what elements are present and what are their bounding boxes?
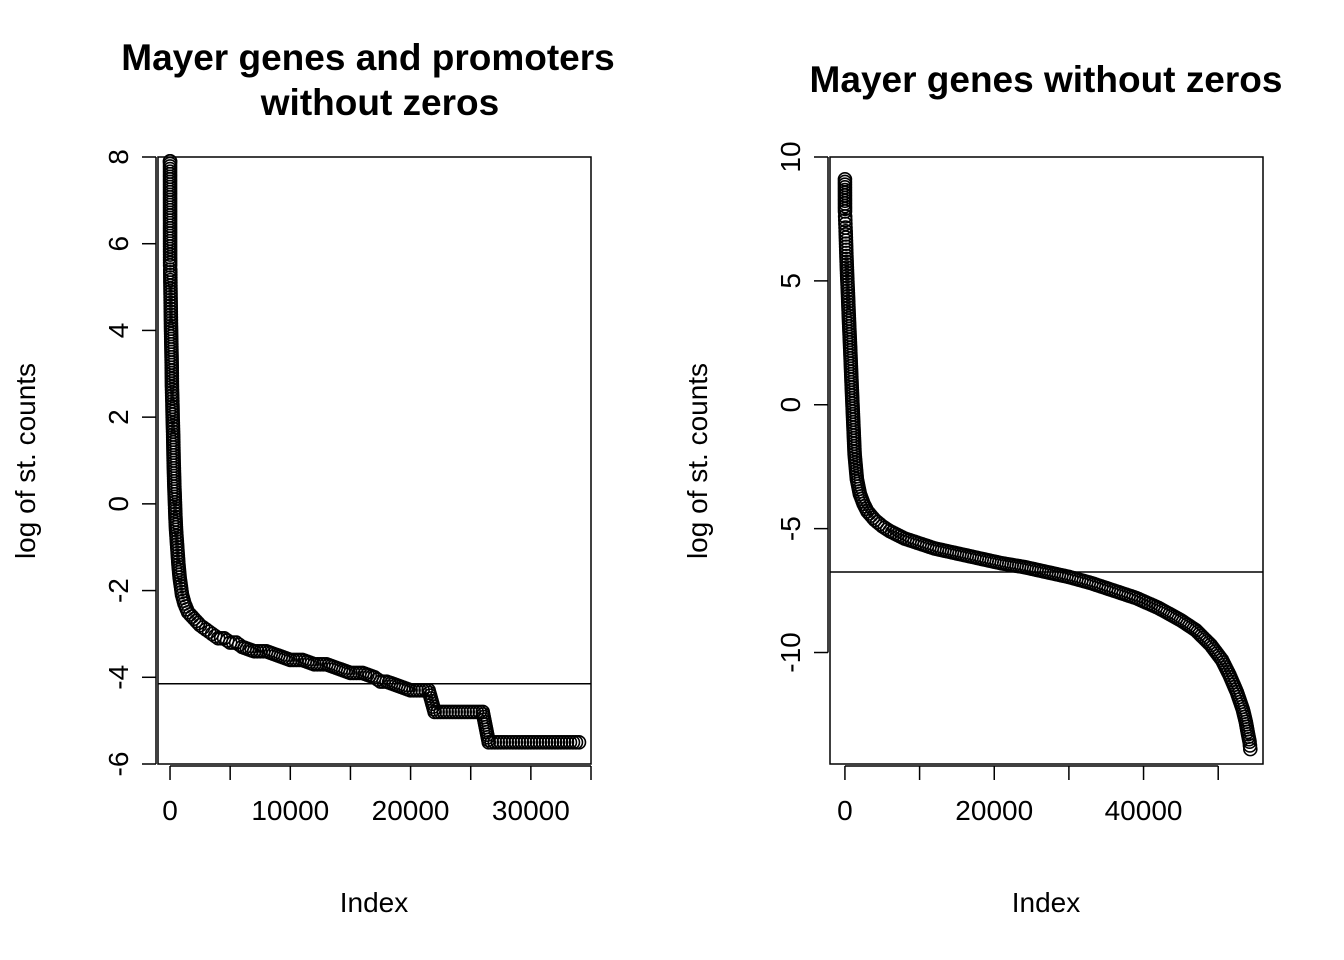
data-point [1195, 630, 1211, 645]
data-point [837, 212, 853, 228]
x-tick-label: 20000 [955, 795, 1033, 826]
data-point [162, 258, 178, 273]
y-axis-label: log of st. counts [10, 363, 41, 559]
y-ticks: -10 -5 0 5 10 [775, 141, 829, 673]
data-point [1243, 741, 1258, 757]
plot-box [829, 156, 1264, 765]
data-point [1194, 628, 1209, 644]
data-point [1188, 622, 1204, 638]
x-tick-label: 20000 [372, 795, 450, 826]
y-tick-label: -2 [103, 578, 134, 603]
y-tick-label: -10 [775, 632, 806, 672]
y-tick-label: 0 [103, 496, 134, 512]
data-points [837, 171, 1258, 757]
y-tick-label: 5 [775, 273, 806, 289]
data-point [837, 209, 853, 224]
plot-box [157, 156, 592, 765]
y-tick-label: 10 [775, 141, 806, 172]
data-point [571, 735, 587, 750]
y-tick-label: 6 [103, 236, 134, 252]
chart-title-line-2: without zeros [260, 82, 499, 123]
x-ticks: 0 20000 40000 [837, 765, 1219, 826]
data-point [872, 516, 888, 532]
panel-left: Mayer genes and promoters without zeros … [10, 37, 615, 918]
x-axis-label: Index [1012, 887, 1081, 918]
chart-title-line-1: Mayer genes and promoters [121, 37, 614, 78]
x-tick-label: 0 [837, 795, 853, 826]
data-point [1192, 626, 1207, 642]
data-points [162, 154, 587, 750]
y-tick-label: -5 [775, 516, 806, 541]
y-tick-label: -6 [103, 752, 134, 777]
y-tick-label: -4 [103, 665, 134, 690]
y-tick-label: 8 [103, 149, 134, 165]
x-ticks: 0 10000 20000 30000 [162, 765, 592, 826]
x-tick-label: 10000 [251, 795, 329, 826]
x-tick-label: 30000 [492, 795, 570, 826]
y-tick-label: 0 [775, 397, 806, 413]
chart-title-line-1: Mayer genes without zeros [810, 59, 1283, 100]
panel-right: Mayer genes without zeros Index log of s… [682, 59, 1282, 918]
y-ticks: -6 -4 -2 0 2 4 6 8 [103, 149, 157, 777]
x-tick-label: 0 [162, 795, 178, 826]
y-tick-label: 4 [103, 323, 134, 339]
x-axis-label: Index [340, 887, 409, 918]
x-tick-label: 40000 [1105, 795, 1183, 826]
data-point [1190, 624, 1205, 640]
y-axis-label: log of st. counts [682, 363, 713, 559]
y-tick-label: 2 [103, 409, 134, 425]
